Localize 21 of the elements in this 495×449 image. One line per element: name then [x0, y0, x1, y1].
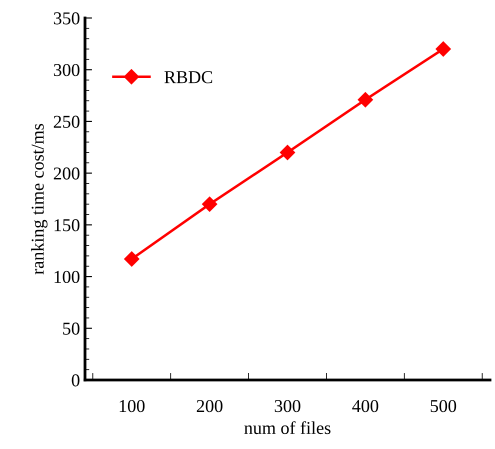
x-tick-label: 400	[352, 400, 378, 412]
x-tick-label: 300	[274, 400, 300, 412]
y-tick-label: 200	[54, 167, 80, 180]
y-tick-label: 0	[72, 374, 80, 386]
x-tick-label: 100	[120, 400, 145, 412]
x-axis-title: num of files	[244, 421, 330, 434]
y-tick-label: 250	[54, 116, 80, 128]
point	[358, 92, 373, 108]
y-tick-label: 50	[63, 322, 80, 335]
x-tick-label: 500	[430, 400, 456, 412]
point	[202, 196, 218, 212]
y-tick-label: 300	[54, 64, 80, 76]
y-tick-label: 350	[54, 12, 80, 24]
y-axis-title: ranking time cost/ms	[31, 124, 48, 274]
y-tick-label: 150	[54, 219, 80, 232]
point	[124, 251, 140, 267]
point	[436, 41, 451, 57]
x-tick-label: 200	[196, 400, 222, 412]
point	[280, 144, 296, 160]
y-tick-label: 100	[54, 270, 80, 284]
legend-label: RBDC	[164, 71, 212, 84]
